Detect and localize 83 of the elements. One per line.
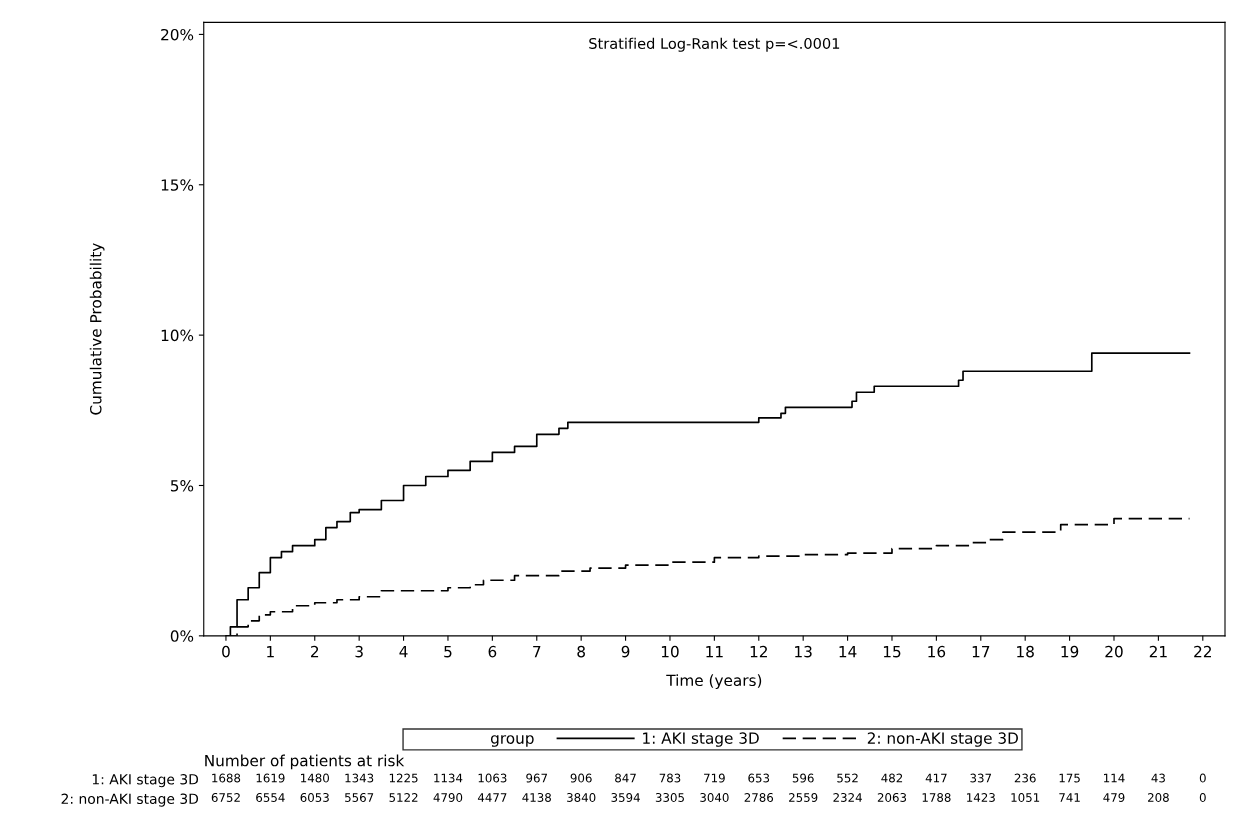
text: 208 bbox=[1147, 793, 1169, 802]
text: 114 bbox=[1104, 773, 1125, 783]
x-tick-label: 7 bbox=[533, 646, 541, 658]
text: 1423 bbox=[967, 793, 995, 802]
text: 596 bbox=[792, 773, 814, 783]
x-tick-label: 12 bbox=[750, 645, 767, 658]
text: 6752 bbox=[211, 793, 240, 802]
x-tick-label: 18 bbox=[1017, 645, 1034, 658]
text: 6554 bbox=[256, 793, 285, 802]
x-tick-label: 1 bbox=[267, 646, 274, 658]
x-tick-label: 9 bbox=[621, 645, 630, 658]
text: 5122 bbox=[389, 793, 418, 802]
x-tick-label: 2 bbox=[311, 645, 319, 658]
text: 337 bbox=[970, 773, 992, 783]
y-tick-label: 0% bbox=[170, 630, 194, 642]
text: 6053 bbox=[300, 793, 329, 802]
x-tick-label: 20 bbox=[1105, 645, 1123, 658]
text: 175 bbox=[1059, 773, 1080, 783]
y-tick-label: 20% bbox=[161, 28, 194, 41]
x-tick-label: 21 bbox=[1149, 645, 1167, 658]
x-tick-label: 4 bbox=[399, 646, 408, 658]
x-axis-title: Time (years) bbox=[666, 674, 762, 690]
text: 552 bbox=[837, 773, 858, 783]
text: 4138 bbox=[522, 793, 551, 802]
x-tick-label: 8 bbox=[577, 645, 585, 658]
text: 1343 bbox=[345, 773, 374, 783]
text: 2324 bbox=[833, 793, 862, 802]
text: 1063 bbox=[478, 773, 507, 783]
legend-label: 1: AKI stage 3D bbox=[643, 732, 759, 747]
x-tick-label: 11 bbox=[706, 646, 723, 658]
x-tick-label: 19 bbox=[1061, 645, 1079, 658]
text: 1688 bbox=[212, 773, 241, 783]
category-label: 2: non-AKI stage 3D bbox=[61, 793, 199, 807]
text: 0 bbox=[1199, 773, 1206, 783]
text: 5567 bbox=[345, 793, 374, 802]
y-tick-label: 15% bbox=[161, 179, 194, 191]
text: 0 bbox=[1199, 793, 1206, 802]
x-tick-label: 6 bbox=[488, 645, 497, 658]
text: 2786 bbox=[744, 793, 774, 802]
text: 847 bbox=[615, 773, 636, 783]
text: 3040 bbox=[700, 793, 729, 802]
text: 4790 bbox=[433, 793, 463, 802]
x-tick-label: 14 bbox=[839, 646, 857, 658]
category-label: 1: AKI stage 3D bbox=[92, 774, 199, 788]
x-tick-label: 15 bbox=[883, 646, 901, 658]
text: 1225 bbox=[389, 773, 418, 783]
text: 482 bbox=[881, 773, 903, 783]
legend-label: 2: non-AKI stage 3D bbox=[867, 732, 1018, 747]
text: 4477 bbox=[477, 793, 507, 802]
y-tick-label: 10% bbox=[161, 329, 194, 342]
text: 967 bbox=[526, 773, 548, 783]
text: 741 bbox=[1059, 793, 1080, 802]
text: 783 bbox=[659, 773, 681, 783]
text: 3594 bbox=[611, 793, 640, 802]
text: 719 bbox=[704, 773, 725, 783]
x-tick-label: 0 bbox=[222, 645, 230, 658]
text: 906 bbox=[570, 773, 592, 783]
x-tick-label: 13 bbox=[795, 645, 812, 658]
annotation: Stratified Log-Rank test p=<.0001 bbox=[589, 37, 840, 52]
text: 1480 bbox=[301, 773, 329, 783]
text: 1619 bbox=[256, 773, 285, 783]
text: 1134 bbox=[434, 773, 463, 783]
text: 479 bbox=[1103, 793, 1125, 802]
text: 43 bbox=[1151, 773, 1165, 783]
text: 2063 bbox=[877, 793, 907, 802]
text: 1051 bbox=[1011, 793, 1040, 802]
text: 3840 bbox=[567, 793, 596, 802]
text: 417 bbox=[925, 773, 947, 783]
x-tick-label: 3 bbox=[355, 645, 363, 658]
x-tick-label: 5 bbox=[444, 646, 452, 658]
y-axis-title: Cumulative Probability bbox=[89, 243, 105, 415]
text: Number of patients at risk bbox=[205, 754, 405, 770]
text: 3305 bbox=[655, 793, 684, 802]
x-tick-label: 22 bbox=[1194, 645, 1211, 658]
text: 1788 bbox=[922, 793, 951, 802]
x-tick-label: 17 bbox=[972, 646, 990, 658]
legend-title: group bbox=[490, 735, 534, 747]
text: 236 bbox=[1014, 773, 1036, 783]
text: 2559 bbox=[789, 793, 818, 802]
x-tick-label: 10 bbox=[661, 645, 679, 658]
y-tick-label: 5% bbox=[170, 479, 194, 492]
text: 653 bbox=[748, 773, 770, 783]
x-tick-label: 16 bbox=[928, 645, 946, 658]
